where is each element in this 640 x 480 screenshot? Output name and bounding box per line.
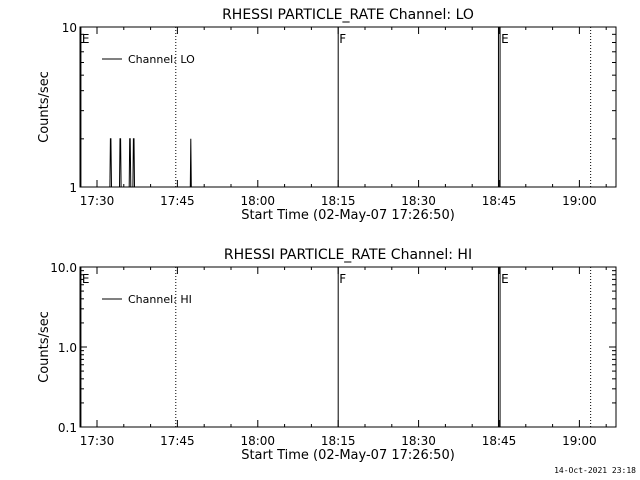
chart-title: RHESSI PARTICLE_RATE Channel: HI — [224, 247, 472, 263]
legend-label: Channel: HI — [128, 293, 192, 306]
y-tick-label: 1 — [69, 181, 77, 195]
chart-panel-0 — [79, 26, 617, 188]
y-tick-label: 10 — [62, 21, 77, 35]
y-tick-label: 10.0 — [50, 261, 77, 275]
event-marker-label: E — [82, 272, 90, 286]
x-tick-label: 17:45 — [160, 434, 195, 448]
series-line — [109, 138, 192, 188]
event-marker-label: E — [501, 272, 509, 286]
x-tick-label: 18:00 — [240, 434, 275, 448]
x-tick-label: 17:30 — [80, 434, 115, 448]
x-tick-label: 19:00 — [562, 434, 597, 448]
y-axis-label: Counts/sec — [37, 71, 52, 143]
y-tick-label: 1.0 — [58, 341, 77, 355]
x-tick-label: 17:30 — [80, 194, 115, 208]
event-marker-label: E — [82, 32, 90, 46]
x-tick-label: 18:15 — [321, 194, 356, 208]
event-marker-label: F — [339, 272, 346, 286]
x-tick-label: 17:45 — [160, 194, 195, 208]
event-marker-label: F — [339, 32, 346, 46]
legend-label: Channel: LO — [128, 53, 195, 66]
x-axis-label: Start Time (02-May-07 17:26:50) — [241, 208, 455, 223]
x-tick-label: 18:15 — [321, 434, 356, 448]
x-tick-label: 19:00 — [562, 194, 597, 208]
event-marker-label: E — [501, 32, 509, 46]
x-tick-label: 18:45 — [482, 434, 517, 448]
plot-frame — [79, 266, 617, 428]
chart-panel-1 — [79, 266, 617, 428]
plot-frame — [79, 26, 617, 188]
x-axis-label: Start Time (02-May-07 17:26:50) — [241, 448, 455, 463]
footer-timestamp: 14-Oct-2021 23:18 — [554, 466, 636, 475]
y-axis-label: Counts/sec — [37, 311, 52, 383]
x-tick-label: 18:30 — [401, 434, 436, 448]
x-tick-label: 18:45 — [482, 194, 517, 208]
chart-title: RHESSI PARTICLE_RATE Channel: LO — [222, 7, 474, 23]
y-tick-label: 0.1 — [58, 421, 77, 435]
x-tick-label: 18:00 — [240, 194, 275, 208]
x-tick-label: 18:30 — [401, 194, 436, 208]
